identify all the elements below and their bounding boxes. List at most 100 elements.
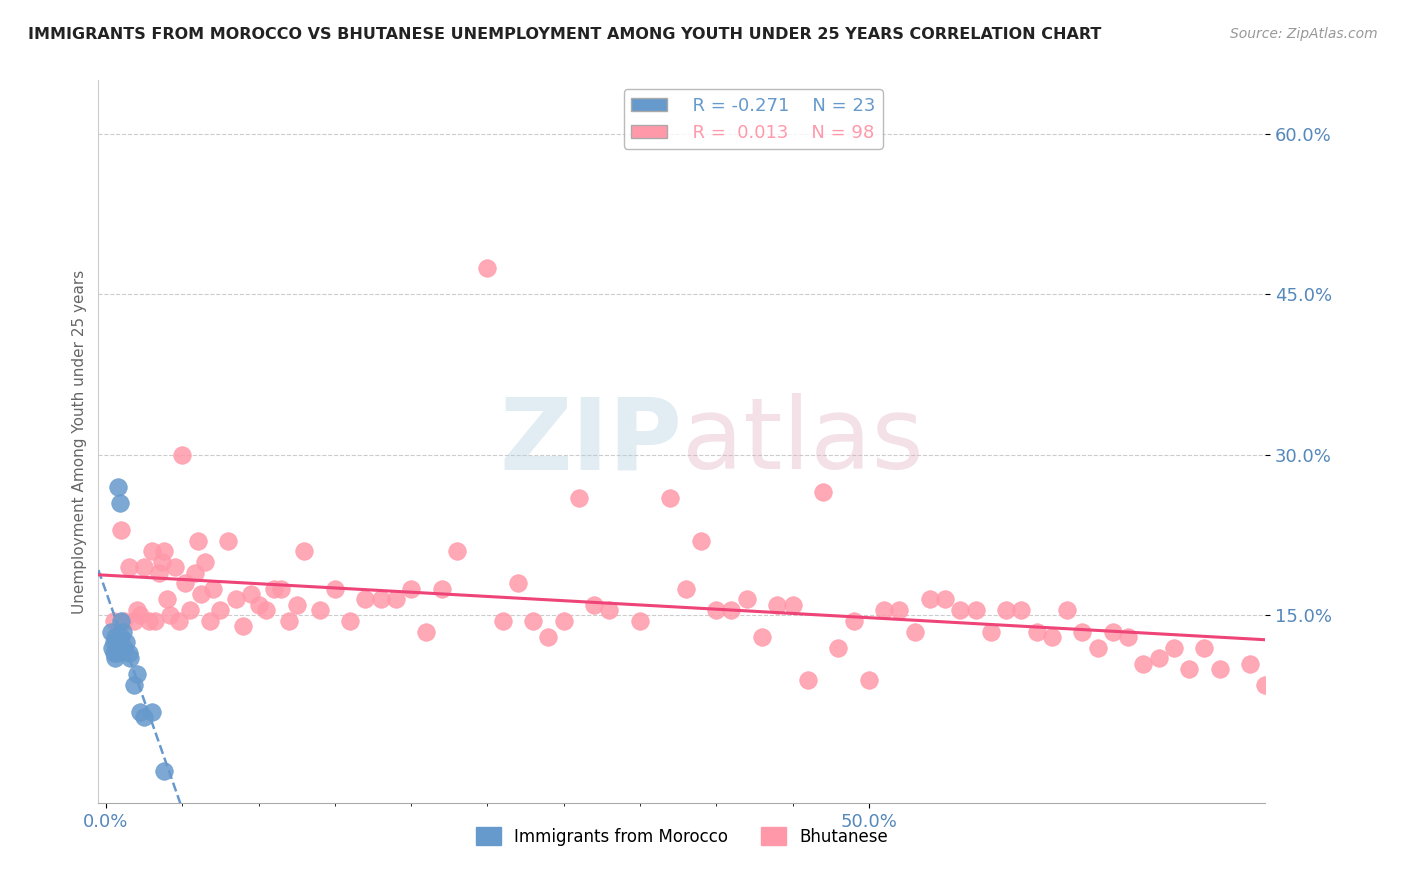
Point	[105, 635, 128, 649]
Point	[174, 576, 197, 591]
Point	[108, 496, 131, 510]
Point	[134, 560, 156, 574]
Point	[1040, 630, 1063, 644]
Point	[110, 523, 132, 537]
Legend: Immigrants from Morocco, Bhutanese: Immigrants from Morocco, Bhutanese	[468, 821, 896, 852]
Point	[153, 764, 176, 778]
Point	[148, 566, 170, 580]
Point	[152, 555, 174, 569]
Point	[247, 598, 270, 612]
Point	[827, 640, 849, 655]
Point	[811, 485, 834, 500]
Point	[187, 533, 209, 548]
Point	[270, 582, 292, 596]
Point	[190, 587, 212, 601]
Point	[797, 673, 820, 687]
Point	[415, 624, 437, 639]
Point	[370, 592, 392, 607]
Point	[122, 614, 145, 628]
Point	[537, 630, 560, 644]
Point	[112, 614, 135, 628]
Point	[751, 630, 773, 644]
Point	[110, 630, 132, 644]
Point	[159, 608, 181, 623]
Point	[110, 614, 132, 628]
Point	[198, 614, 221, 628]
Point	[163, 560, 186, 574]
Point	[239, 587, 262, 601]
Point	[232, 619, 254, 633]
Point	[553, 614, 575, 628]
Point	[141, 544, 163, 558]
Point	[115, 635, 138, 649]
Point	[118, 560, 141, 574]
Point	[1132, 657, 1154, 671]
Point	[278, 614, 301, 628]
Point	[873, 603, 896, 617]
Point	[217, 533, 239, 548]
Point	[1239, 657, 1261, 671]
Point	[858, 673, 880, 687]
Point	[492, 614, 515, 628]
Point	[104, 630, 127, 644]
Point	[568, 491, 591, 505]
Point	[506, 576, 529, 591]
Point	[111, 624, 134, 639]
Point	[103, 635, 125, 649]
Text: IMMIGRANTS FROM MOROCCO VS BHUTANESE UNEMPLOYMENT AMONG YOUTH UNDER 25 YEARS COR: IMMIGRANTS FROM MOROCCO VS BHUTANESE UNE…	[28, 27, 1101, 42]
Point	[105, 646, 128, 660]
Point	[1056, 603, 1078, 617]
Point	[201, 582, 224, 596]
Point	[782, 598, 804, 612]
Point	[522, 614, 544, 628]
Point	[965, 603, 987, 617]
Point	[399, 582, 422, 596]
Point	[225, 592, 247, 607]
Point	[103, 646, 125, 660]
Point	[766, 598, 789, 612]
Point	[583, 598, 606, 612]
Point	[169, 614, 191, 628]
Point	[141, 705, 163, 719]
Y-axis label: Unemployment Among Youth under 25 years: Unemployment Among Youth under 25 years	[72, 269, 87, 614]
Point	[385, 592, 408, 607]
Text: ZIP: ZIP	[499, 393, 682, 490]
Point	[628, 614, 651, 628]
Point	[254, 603, 277, 617]
Point	[292, 544, 315, 558]
Point	[172, 448, 194, 462]
Point	[659, 491, 682, 505]
Point	[112, 640, 135, 655]
Point	[446, 544, 468, 558]
Point	[477, 260, 499, 275]
Point	[995, 603, 1018, 617]
Point	[675, 582, 697, 596]
Point	[138, 614, 160, 628]
Point	[153, 544, 176, 558]
Point	[1010, 603, 1032, 617]
Point	[704, 603, 727, 617]
Point	[430, 582, 453, 596]
Point	[308, 603, 330, 617]
Point	[1254, 678, 1277, 692]
Text: atlas: atlas	[682, 393, 924, 490]
Point	[720, 603, 742, 617]
Point	[903, 624, 925, 639]
Point	[194, 555, 217, 569]
Point	[889, 603, 911, 617]
Point	[183, 566, 205, 580]
Point	[1178, 662, 1201, 676]
Point	[598, 603, 620, 617]
Point	[1116, 630, 1139, 644]
Point	[134, 710, 156, 724]
Point	[128, 608, 150, 623]
Point	[128, 705, 150, 719]
Point	[980, 624, 1002, 639]
Point	[125, 667, 148, 681]
Point	[179, 603, 201, 617]
Point	[323, 582, 346, 596]
Point	[354, 592, 377, 607]
Point	[156, 592, 179, 607]
Point	[918, 592, 941, 607]
Point	[263, 582, 285, 596]
